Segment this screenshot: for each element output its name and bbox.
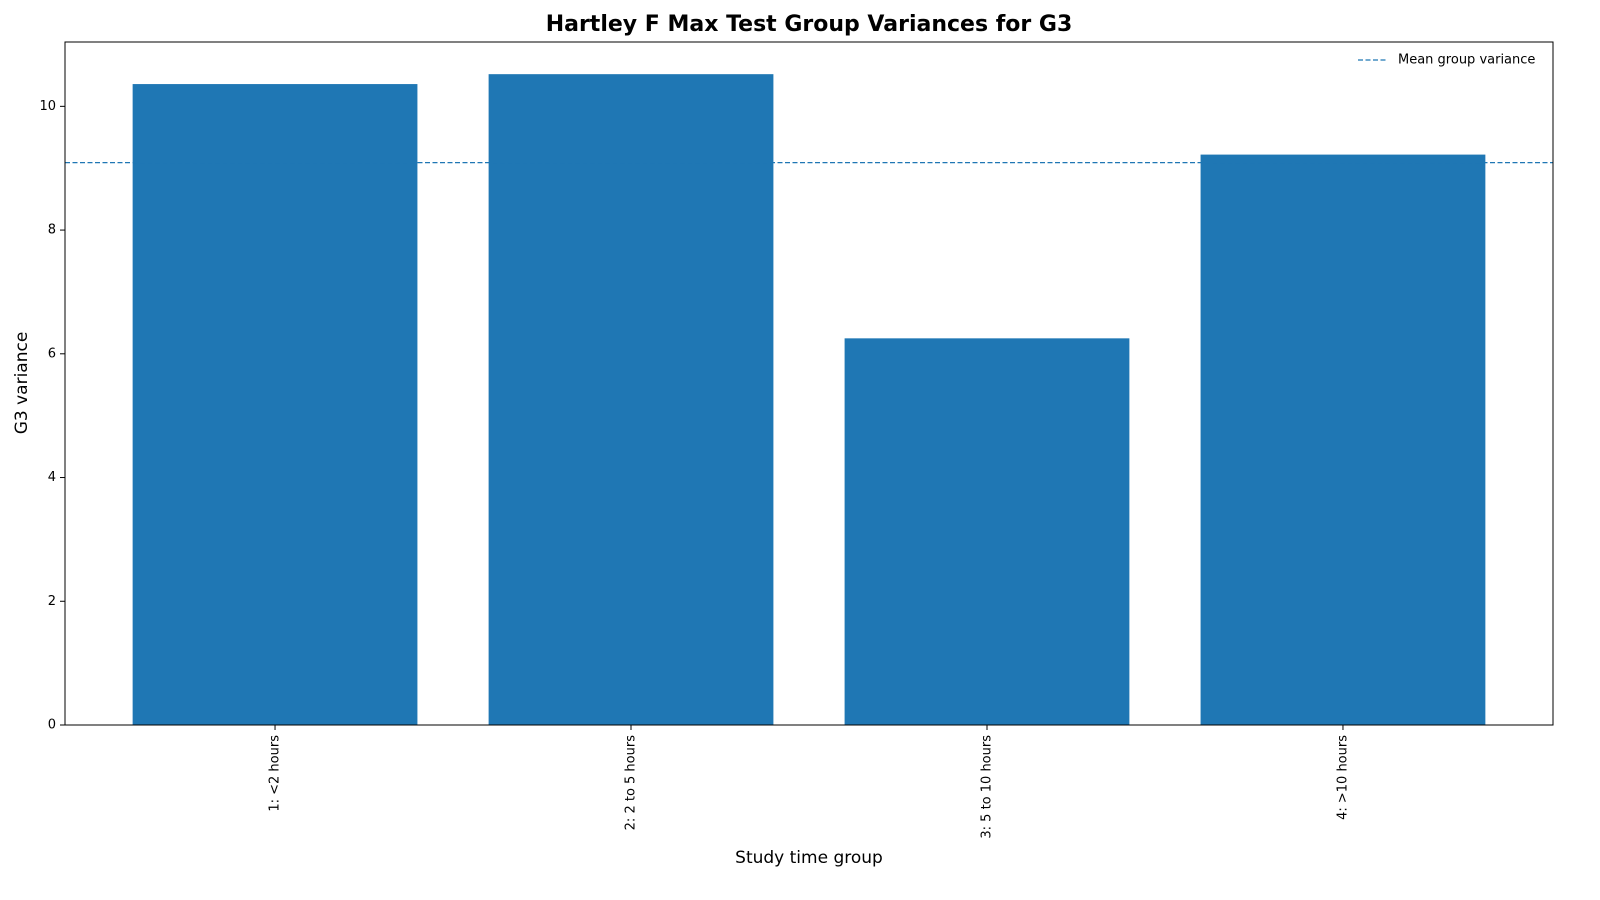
y-tick-label: 2 bbox=[48, 594, 56, 609]
x-tick-label: 1: <2 hours bbox=[268, 735, 283, 812]
bar bbox=[1200, 154, 1486, 725]
y-tick-label: 4 bbox=[48, 470, 56, 485]
plot-frame bbox=[64, 41, 1554, 726]
y-axis-label: G3 variance bbox=[12, 332, 32, 435]
bar bbox=[132, 84, 418, 725]
y-tick-label: 0 bbox=[48, 718, 56, 733]
y-tick-label: 8 bbox=[48, 223, 56, 238]
bar bbox=[488, 74, 774, 725]
y-tick-label: 6 bbox=[48, 346, 56, 361]
x-tick-label: 4: >10 hours bbox=[1335, 735, 1350, 820]
x-tick-label: 2: 2 to 5 hours bbox=[624, 735, 639, 831]
y-tick-label: 10 bbox=[39, 99, 56, 114]
x-tick-label: 3: 5 to 10 hours bbox=[979, 735, 994, 839]
bar bbox=[844, 338, 1130, 725]
x-axis-label: Study time group bbox=[735, 848, 883, 868]
legend-label: Mean group variance bbox=[1398, 53, 1535, 68]
chart-title: Hartley F Max Test Group Variances for G… bbox=[546, 12, 1073, 37]
